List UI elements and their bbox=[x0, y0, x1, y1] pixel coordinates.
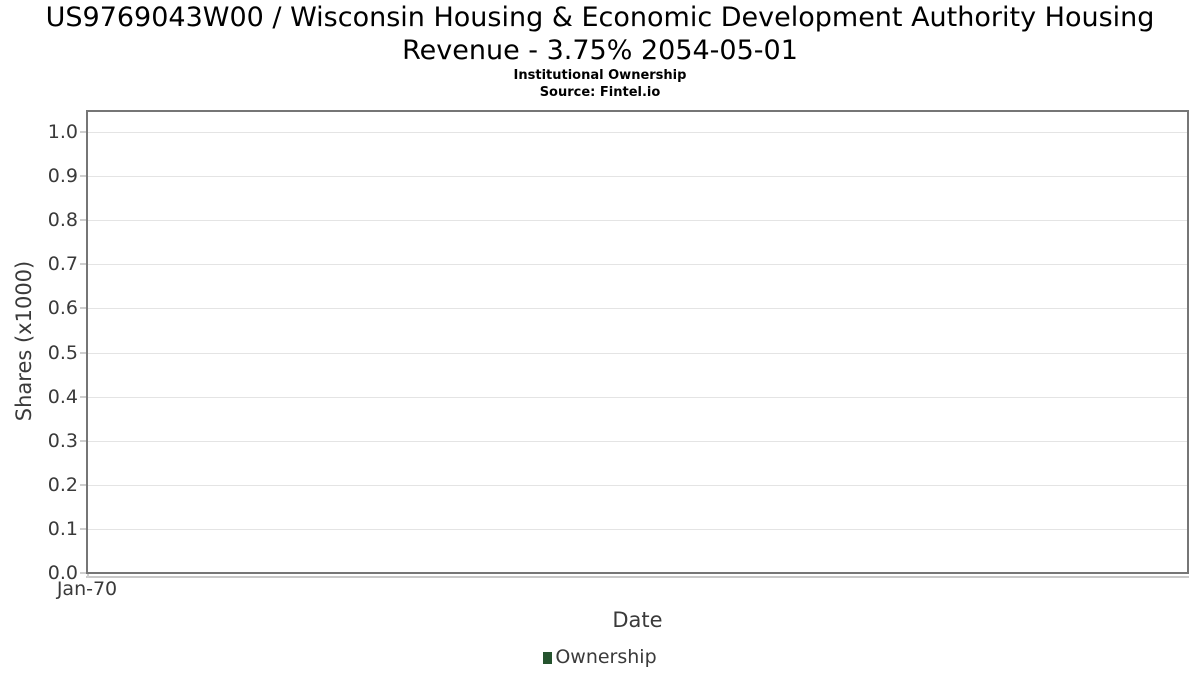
chart-title: US9769043W00 / Wisconsin Housing & Econo… bbox=[45, 2, 1155, 66]
y-tick-label: 0.6 bbox=[47, 297, 78, 320]
gridline bbox=[88, 176, 1187, 178]
x-axis-line bbox=[86, 576, 1189, 578]
gridline bbox=[88, 440, 1187, 442]
gridline bbox=[88, 132, 1187, 134]
y-tick-mark bbox=[80, 263, 86, 266]
y-tick-mark bbox=[80, 572, 86, 574]
y-tick-label: 0.1 bbox=[47, 517, 78, 540]
legend: Ownership bbox=[0, 646, 1200, 668]
y-tick-label: 0.7 bbox=[47, 253, 78, 276]
y-tick-mark bbox=[80, 131, 86, 134]
y-tick-mark bbox=[80, 175, 86, 178]
y-tick-label: 0.8 bbox=[47, 209, 78, 232]
gridline bbox=[88, 352, 1187, 354]
y-tick-label: 0.9 bbox=[47, 165, 78, 188]
x-tick-mark bbox=[87, 574, 89, 578]
gridline bbox=[88, 264, 1187, 266]
y-tick-label: 0.2 bbox=[47, 473, 78, 496]
y-tick-label: 0.4 bbox=[47, 385, 78, 408]
gridline bbox=[88, 396, 1187, 398]
y-axis-title: Shares (x1000) bbox=[12, 260, 36, 422]
chart-source: Source: Fintel.io bbox=[539, 85, 661, 100]
y-tick-mark bbox=[80, 351, 86, 354]
y-tick-label: 0.0 bbox=[47, 562, 78, 584]
gridline bbox=[88, 484, 1187, 486]
legend-swatch-ownership bbox=[543, 652, 553, 664]
y-tick-mark bbox=[80, 219, 86, 222]
gridline bbox=[88, 220, 1187, 222]
y-tick-label: 0.3 bbox=[47, 429, 78, 452]
y-tick-mark bbox=[80, 439, 86, 442]
y-tick-label: 1.0 bbox=[47, 121, 78, 144]
x-axis-title: Date bbox=[612, 608, 663, 632]
y-tick-label: 0.5 bbox=[47, 341, 78, 364]
gridline bbox=[88, 528, 1187, 530]
plot-area bbox=[86, 110, 1189, 574]
legend-label-ownership: Ownership bbox=[555, 646, 657, 668]
y-tick-mark bbox=[80, 527, 86, 530]
x-tick-label: Jan-70 bbox=[56, 578, 118, 600]
y-tick-mark bbox=[80, 483, 86, 486]
y-tick-mark bbox=[80, 395, 86, 398]
y-tick-mark bbox=[80, 307, 86, 310]
chart-subtitle: Institutional Ownership bbox=[513, 68, 687, 83]
gridline bbox=[88, 308, 1187, 310]
